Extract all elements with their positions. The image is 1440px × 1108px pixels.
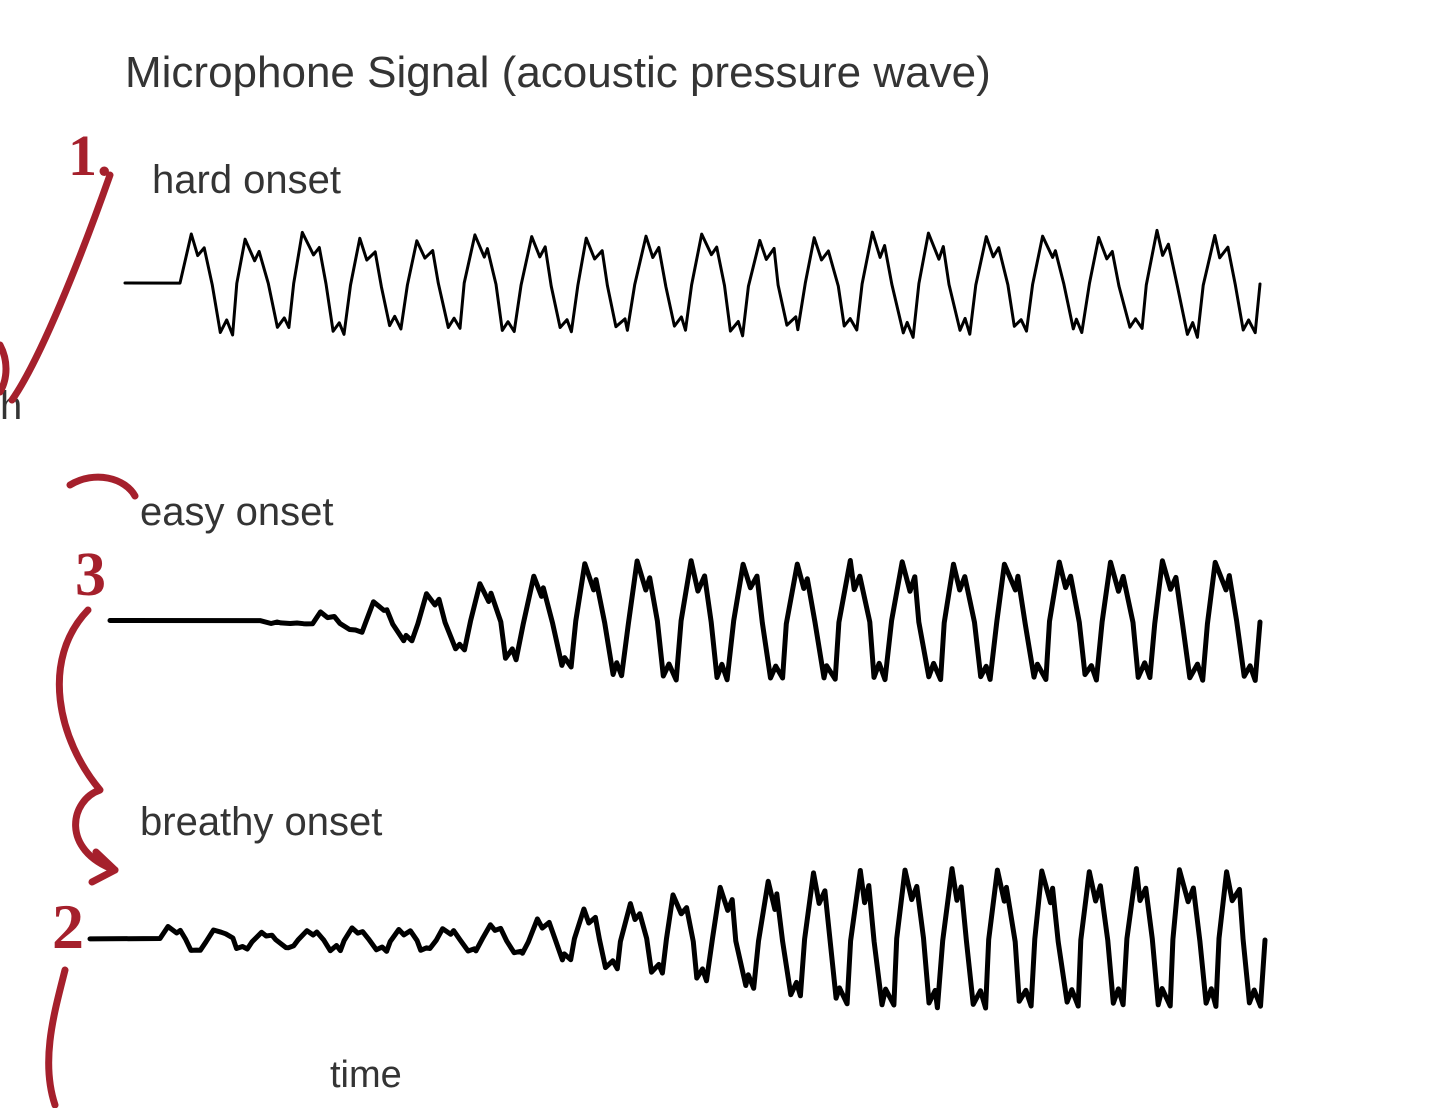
ink-brace-3-to-2 xyxy=(59,610,115,870)
ink-hook-3-top xyxy=(70,477,135,496)
ink-edge-arc xyxy=(0,345,6,392)
ink-overlay xyxy=(0,0,1440,1108)
ink-tail-2 xyxy=(49,970,65,1105)
ink-line-to-1 xyxy=(12,175,110,400)
